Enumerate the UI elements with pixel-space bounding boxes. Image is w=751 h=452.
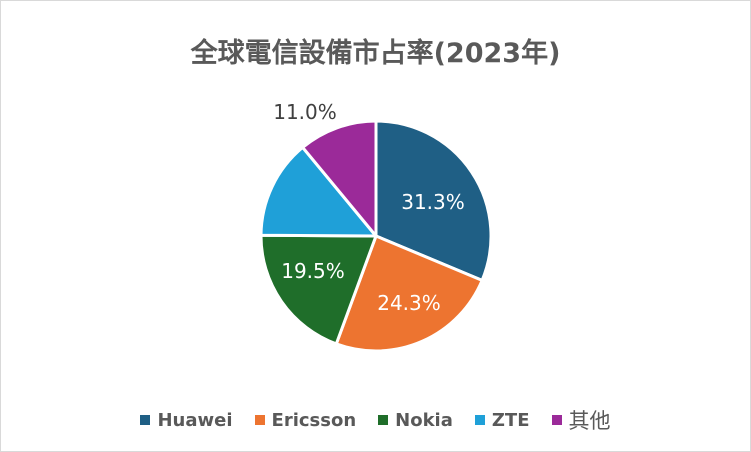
legend-label: Huawei	[157, 409, 233, 431]
legend-item-other[interactable]: 其他	[551, 405, 611, 435]
legend-item-nokia[interactable]: Nokia	[378, 405, 453, 435]
slice-ericsson[interactable]	[334, 234, 484, 353]
legend: Huawei Ericsson Nokia ZTE 其他	[1, 405, 750, 435]
legend-swatch	[254, 415, 265, 425]
slice-zte[interactable]	[259, 145, 378, 238]
legend-label: Ericsson	[271, 409, 357, 431]
legend-label: ZTE	[491, 409, 530, 431]
legend-label: Nokia	[395, 409, 453, 431]
legend-swatch	[378, 415, 389, 425]
legend-swatch	[474, 415, 485, 425]
slice-nokia[interactable]	[259, 233, 378, 346]
legend-swatch	[551, 415, 562, 425]
legend-item-ericsson[interactable]: Ericsson	[254, 405, 357, 435]
label-huawei: 31.3%	[401, 190, 465, 214]
slice-other[interactable]	[301, 119, 378, 238]
label-other: 11.0%	[273, 100, 337, 124]
legend-item-huawei[interactable]: Huawei	[140, 405, 233, 435]
legend-item-zte[interactable]: ZTE	[474, 405, 530, 435]
legend-label: 其他	[568, 409, 611, 433]
label-nokia: 19.5%	[281, 259, 345, 283]
label-ericsson: 24.3%	[377, 291, 441, 315]
legend-swatch	[140, 415, 151, 425]
chart-title: 全球電信設備市占率(2023年)	[190, 38, 561, 69]
slice-huawei[interactable]	[374, 119, 493, 282]
